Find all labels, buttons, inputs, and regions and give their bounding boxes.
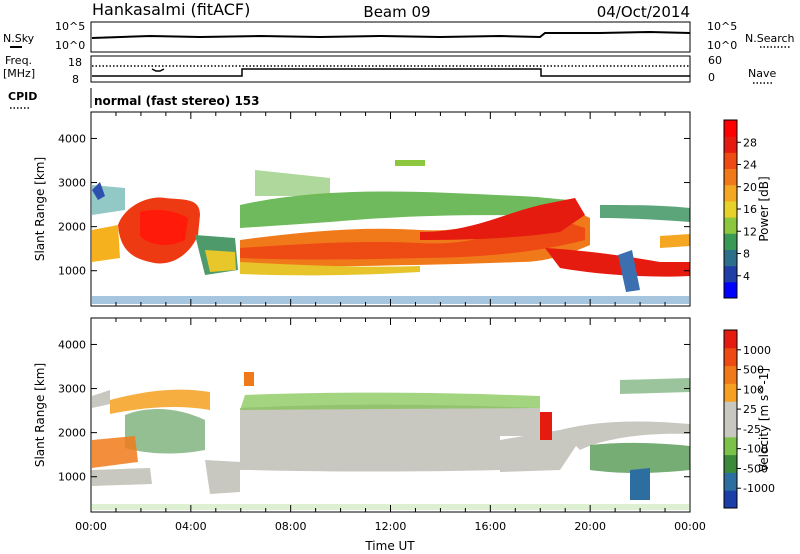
velocity-colorbar-cell [724, 472, 737, 491]
time-tick-label: 00:00 [75, 520, 107, 533]
power-colorbar-cell [724, 168, 737, 186]
velocity-ytick-label: 3000 [58, 383, 86, 396]
nave-tick-bottom: 0 [708, 71, 715, 84]
freq-tick-top: 18 [68, 56, 82, 69]
freq-label: Freq. [5, 54, 32, 67]
velocity-colorbar-cell [724, 436, 737, 456]
x-axis-title: Time UT [364, 539, 415, 553]
velocity-ylabel: Slant Range [km] [33, 363, 47, 467]
nsky-trace [91, 30, 691, 39]
power-colorbar: 28 24 20 16 12 8 4 Power [dB] [723, 119, 771, 299]
velocity-colorbar-cell [724, 490, 737, 509]
cpid-label: CPID [8, 90, 37, 103]
power-colorbar-cell [724, 217, 737, 234]
velocity-colorbar-tick-label: 100 [743, 383, 764, 396]
power-colorbar-cell [724, 136, 737, 153]
nave-tick-top: 60 [708, 54, 722, 67]
velocity-panel: 4000 3000 2000 1000 00:00 04:00 08:00 12:00 16:… [33, 317, 775, 533]
velocity-ytick-label: 2000 [58, 427, 86, 440]
freq-tick-bottom: 8 [72, 73, 79, 86]
power-ytick-label: 2000 [58, 221, 86, 234]
velocity-colorbar-label: Velocity [m s^-1] [757, 368, 771, 472]
power-colorbar-label: Power [dB] [757, 176, 771, 241]
velocity-colorbar-tick-label: 500 [743, 364, 764, 377]
velocity-ytick-label: 1000 [58, 471, 86, 484]
power-colorbar-cell [724, 120, 737, 137]
power-colorbar-cell [724, 152, 737, 170]
power-ytick-label: 4000 [58, 132, 86, 145]
power-colorbar-tick-label: 8 [743, 248, 750, 261]
velocity-colorbar-cell [724, 330, 737, 349]
time-tick-label: 16:00 [474, 520, 506, 533]
nsky-label: N.Sky [3, 32, 35, 45]
power-ytick-label: 1000 [58, 265, 86, 278]
nsearch-label: N.Search [745, 32, 795, 45]
power-colorbar-cell [724, 249, 737, 267]
velocity-colorbar-cell [724, 365, 737, 384]
date-title: 04/Oct/2014 [597, 3, 690, 21]
power-panel: 4000 3000 2000 1000 Slant Range [km] 28 24 20… [33, 111, 771, 307]
velocity-colorbar: 1000 500 100 25 -25 -100 -500 -1000 Velocity [m… [723, 329, 775, 509]
station-title: Hankasalmi (fitACF) [92, 0, 250, 19]
power-colorbar-cell [724, 233, 737, 250]
velocity-colorbar-cell [724, 401, 737, 420]
velocity-colorbar-tick-label: -1000 [743, 482, 775, 495]
power-colorbar-tick-label: 16 [743, 203, 757, 216]
nsearch-tick-top: 10^5 [707, 20, 737, 33]
power-colorbar-tick-label: 20 [743, 181, 757, 194]
power-ylabel: Slant Range [km] [33, 157, 47, 261]
velocity-colorbar-cell [724, 419, 737, 438]
velocity-colorbar-tick-label: -100 [743, 443, 768, 456]
power-colorbar-cell [724, 281, 737, 299]
nsky-tick-top: 10^5 [55, 20, 85, 33]
nsearch-tick-bottom: 10^0 [707, 39, 737, 52]
velocity-colorbar-tick-label: 1000 [743, 344, 771, 357]
power-colorbar-cell [724, 184, 737, 202]
freq-trace [92, 68, 690, 77]
power-colorbar-tick-label: 24 [743, 159, 757, 172]
time-tick-label: 00:00 [674, 520, 706, 533]
time-tick-label: 20:00 [574, 520, 606, 533]
power-colorbar-tick-label: 12 [743, 225, 757, 238]
time-tick-label: 12:00 [375, 520, 407, 533]
velocity-colorbar-cell [724, 347, 737, 367]
power-colorbar-tick-label: 4 [743, 270, 750, 283]
power-ytick-label: 3000 [58, 177, 86, 190]
velocity-colorbar-cell [724, 454, 737, 473]
nsky-strip: N.Sky 10^5 10^0 N.Search 10^5 10^0 [3, 20, 795, 53]
velocity-colorbar-tick-label: 25 [743, 403, 757, 416]
nave-label: Nave [748, 67, 776, 80]
time-tick-label: 04:00 [175, 520, 207, 533]
freq-strip: Freq. [MHz] 18 8 Nave 60 0 [3, 54, 776, 86]
beam-title: Beam 09 [363, 3, 430, 21]
freq-unit-label: [MHz] [3, 67, 35, 80]
velocity-ytick-label: 4000 [58, 338, 86, 351]
power-colorbar-tick-label: 28 [743, 136, 757, 149]
nsky-tick-bottom: 10^0 [55, 39, 85, 52]
velocity-colorbar-tick-label: -500 [743, 462, 768, 475]
cpid-mode-text: normal (fast stereo) 153 [94, 94, 260, 108]
power-colorbar-cell [724, 200, 737, 218]
time-tick-label: 08:00 [275, 520, 307, 533]
power-colorbar-cell [724, 265, 737, 283]
velocity-colorbar-cell [724, 383, 737, 402]
velocity-colorbar-tick-label: -25 [743, 423, 761, 436]
